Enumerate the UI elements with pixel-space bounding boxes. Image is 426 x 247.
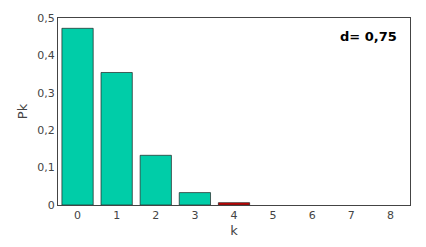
svg-text:0: 0 [48, 199, 55, 212]
svg-text:0,1: 0,1 [37, 161, 55, 174]
svg-text:7: 7 [348, 209, 355, 222]
svg-text:3: 3 [191, 209, 198, 222]
svg-text:0,2: 0,2 [37, 124, 55, 137]
svg-text:0,5: 0,5 [37, 12, 55, 25]
svg-text:Pk: Pk [15, 103, 30, 119]
svg-text:2: 2 [152, 209, 159, 222]
svg-text:d= 0,75: d= 0,75 [340, 29, 397, 44]
svg-text:8: 8 [387, 209, 394, 222]
svg-text:k: k [230, 223, 238, 238]
svg-text:4: 4 [231, 209, 238, 222]
svg-text:6: 6 [309, 209, 316, 222]
svg-text:0: 0 [74, 209, 81, 222]
svg-text:1: 1 [113, 209, 120, 222]
svg-text:5: 5 [270, 209, 277, 222]
svg-text:0,4: 0,4 [37, 49, 55, 62]
svg-text:0,3: 0,3 [37, 87, 55, 100]
